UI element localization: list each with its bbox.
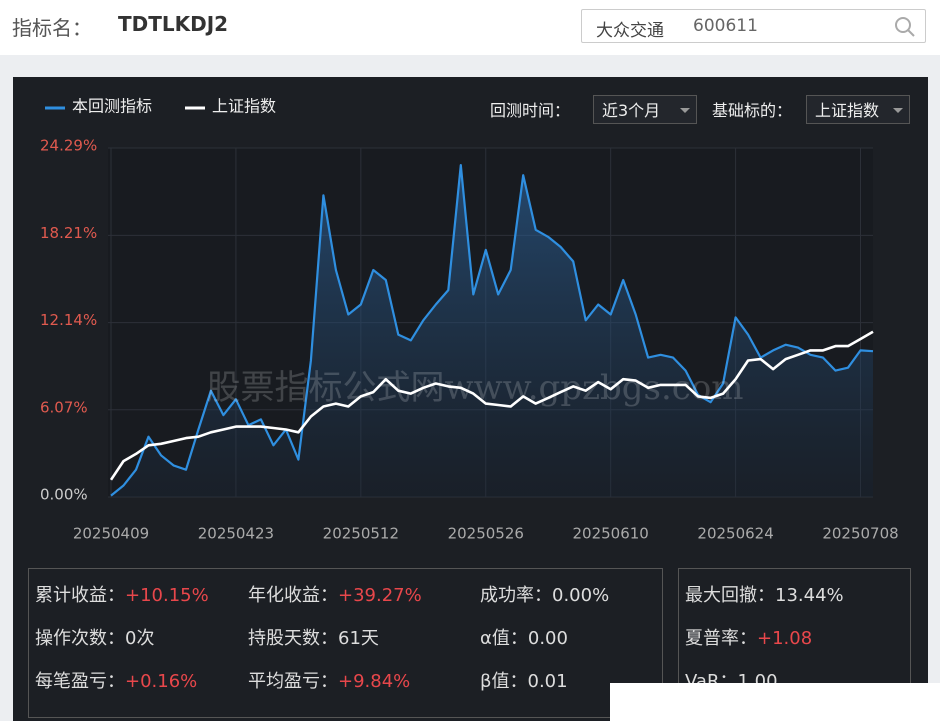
search-box[interactable]: 大众交通 600611 [581, 9, 926, 43]
stat-item: β值：0.01 [480, 667, 568, 693]
x-tick-label: 20250610 [572, 525, 648, 543]
stat-label: α值： [480, 628, 528, 649]
stats-box: 累计收益：+10.15% 年化收益：+39.27% 成功率：0.00% 操作次数：0次… [28, 568, 663, 718]
y-tick-label: 0.00% [40, 486, 88, 504]
stat-item: 年化收益：+39.27% [248, 581, 422, 607]
search-name: 大众交通 [596, 21, 664, 41]
stat-label: 最大回撤： [685, 585, 775, 606]
stat-value: 0次 [125, 628, 155, 649]
stat-item: 操作次数：0次 [35, 624, 154, 650]
stat-label: 每笔盈亏： [35, 671, 125, 692]
stat-item: 持股天数：61天 [248, 624, 379, 650]
stat-label: 成功率： [480, 585, 552, 606]
stat-value: 0.00% [552, 585, 610, 606]
period-dropdown[interactable]: 近3个月 [593, 95, 697, 124]
y-tick-label: 18.21% [40, 224, 97, 242]
stat-value: +1.08 [757, 628, 813, 649]
legend-label: 本回测指标 [72, 97, 152, 116]
stat-label: β值： [480, 671, 528, 692]
stat-value: +39.27% [338, 585, 422, 606]
x-tick-label: 20250409 [73, 525, 149, 543]
stat-label: 操作次数： [35, 628, 125, 649]
search-code: 600611 [693, 16, 758, 36]
stat-value: +9.84% [338, 671, 411, 692]
y-tick-label: 12.14% [40, 311, 97, 329]
stat-label: 年化收益： [248, 585, 338, 606]
overlay [610, 683, 940, 721]
stat-label: 累计收益： [35, 585, 125, 606]
indicator-label: 指标名： [12, 16, 92, 40]
x-tick-label: 20250526 [448, 525, 524, 543]
base-dropdown[interactable]: 上证指数 [806, 95, 910, 124]
stat-value: +0.16% [125, 671, 198, 692]
watermark: 股票指标公式网www.gpzbgs.com [206, 368, 743, 408]
stat-item: α值：0.00 [480, 624, 568, 650]
stat-value: +10.15% [125, 585, 209, 606]
stat-value: 61天 [338, 628, 379, 649]
y-tick-label: 24.29% [40, 137, 97, 155]
stat-item: 累计收益：+10.15% [35, 581, 209, 607]
legend-label: 上证指数 [212, 97, 276, 116]
area-fill [111, 165, 873, 497]
x-tick-label: 20250512 [323, 525, 399, 543]
stat-label: 持股天数： [248, 628, 338, 649]
indicator-name: TDTLKDJ2 [118, 12, 229, 36]
stat-label: 夏普率： [685, 628, 757, 649]
x-tick-label: 20250708 [822, 525, 898, 543]
x-tick-label: 20250624 [697, 525, 773, 543]
period-value: 近3个月 [602, 101, 661, 120]
stat-item: 夏普率：+1.08 [685, 624, 812, 650]
stat-item: 最大回撤：13.44% [685, 581, 844, 607]
stats-box: 最大回撤：13.44% 夏普率：+1.08 VaR：1.00 [678, 568, 911, 718]
base-value: 上证指数 [815, 101, 880, 120]
stat-value: 0.00 [527, 628, 568, 649]
base-label: 基础标的： [712, 101, 793, 120]
search-icon[interactable] [894, 16, 916, 38]
stat-value: 0.01 [527, 671, 568, 692]
series-line [110, 164, 874, 497]
x-tick-label: 20250423 [198, 525, 274, 543]
stat-item: 成功率：0.00% [480, 581, 609, 607]
period-label: 回测时间： [490, 101, 571, 120]
y-tick-label: 6.07% [40, 398, 88, 416]
chart: 0.00% 6.07% 12.14% 18.21% 24.29% 20250409 2025… [40, 97, 899, 543]
series-line [109, 330, 874, 481]
stat-item: 每笔盈亏：+0.16% [35, 667, 197, 693]
stat-label: 平均盈亏： [248, 671, 338, 692]
stat-item: 平均盈亏：+9.84% [248, 667, 410, 693]
top-bar: 指标名： TDTLKDJ2 大众交通 600611 [0, 0, 940, 55]
stat-value: 13.44% [775, 585, 844, 606]
